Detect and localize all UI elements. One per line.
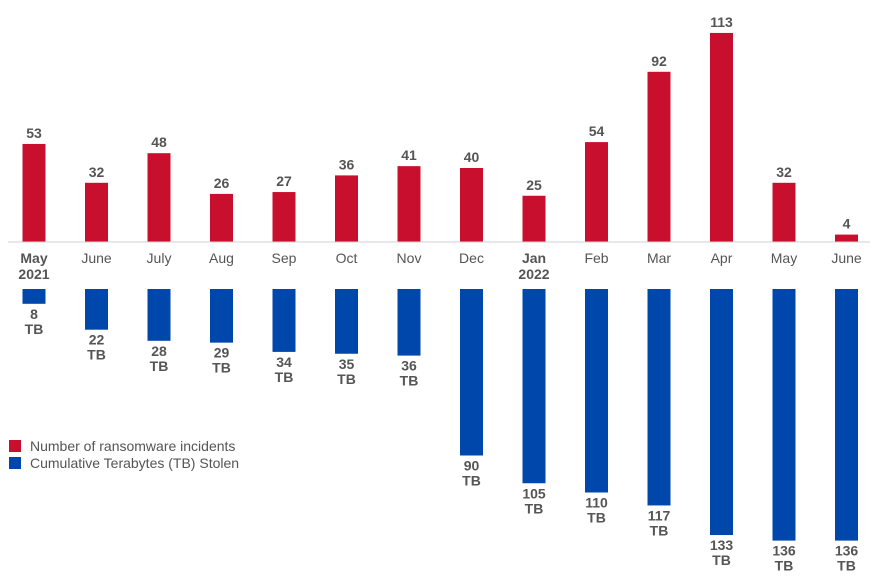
incident-value-label: 48	[151, 134, 167, 150]
x-tick-label: Apr	[711, 250, 733, 266]
terabyte-value-label: 110	[585, 495, 608, 511]
incident-value-label: 25	[526, 177, 542, 193]
terabyte-unit-label: TB	[25, 321, 44, 337]
incident-bar	[272, 192, 296, 242]
x-tick-label: Sep	[272, 250, 297, 266]
incident-bar	[460, 168, 483, 242]
incident-bar	[210, 193, 233, 242]
incident-value-label: 32	[89, 164, 105, 180]
terabyte-value-label: 29	[214, 345, 230, 361]
legend-label-terabytes: Cumulative Terabytes (TB) Stolen	[30, 455, 239, 471]
incident-value-label: 113	[710, 14, 733, 30]
incident-bar	[147, 153, 171, 242]
incident-value-label: 26	[214, 175, 230, 191]
incident-value-label: 36	[339, 156, 355, 172]
incident-bar	[22, 143, 46, 242]
terabyte-bar	[522, 289, 546, 484]
terabyte-bar	[397, 289, 421, 356]
terabyte-unit-label: TB	[462, 473, 481, 489]
x-tick-label: Nov	[397, 250, 422, 266]
terabyte-value-label: 105	[522, 485, 546, 501]
incident-bar	[647, 71, 671, 242]
terabyte-value-label: 36	[401, 358, 417, 374]
terabyte-value-label: 133	[710, 537, 734, 553]
incident-value-label: 53	[26, 125, 42, 141]
terabyte-unit-label: TB	[525, 500, 544, 516]
x-tick-label: May	[771, 250, 797, 266]
terabyte-bar	[647, 289, 671, 506]
terabyte-bar	[22, 289, 46, 304]
terabyte-unit-label: TB	[650, 522, 669, 538]
terabyte-unit-label: TB	[212, 360, 231, 376]
x-tick-label: Oct	[336, 250, 358, 266]
incident-bars: 53 32 48 26 27 36 41 40 25 54 92 113 32 4	[22, 14, 858, 243]
x-tick-label: Feb	[584, 250, 608, 266]
terabyte-unit-label: TB	[587, 510, 606, 526]
x-tick-label: Mar	[647, 250, 671, 266]
x-tick-year-label: 2021	[18, 266, 49, 282]
terabyte-unit-label: TB	[275, 369, 294, 385]
terabyte-value-label: 136	[835, 543, 859, 559]
terabyte-bar	[710, 289, 733, 536]
incident-value-label: 4	[843, 216, 851, 232]
terabyte-unit-label: TB	[87, 347, 106, 363]
terabyte-value-label: 136	[772, 543, 796, 559]
terabyte-value-label: 28	[151, 343, 167, 359]
terabyte-bar	[85, 289, 108, 330]
legend: Number of ransomware incidents Cumulativ…	[9, 438, 239, 471]
incident-bar	[85, 182, 108, 242]
x-tick-label: July	[147, 250, 172, 266]
incident-value-label: 27	[276, 173, 292, 189]
terabyte-bar	[335, 289, 358, 354]
incident-value-label: 54	[589, 123, 605, 139]
terabyte-unit-label: TB	[775, 558, 794, 574]
terabyte-unit-label: TB	[337, 371, 356, 387]
incident-bar	[335, 175, 358, 242]
terabyte-bar	[585, 289, 608, 493]
x-tick-label: June	[81, 250, 112, 266]
x-tick-label: Aug	[209, 250, 234, 266]
incident-value-label: 32	[776, 164, 792, 180]
legend-label-incidents: Number of ransomware incidents	[30, 438, 235, 454]
terabyte-value-label: 22	[89, 332, 105, 348]
terabyte-bar	[772, 289, 796, 541]
legend-swatch-incidents	[9, 440, 21, 452]
x-tick-label: June	[831, 250, 862, 266]
incident-bar	[585, 142, 608, 242]
terabyte-bar	[147, 289, 171, 341]
terabyte-value-label: 117	[648, 507, 671, 523]
terabyte-value-label: 8	[30, 306, 38, 322]
incident-bar	[710, 32, 733, 243]
incident-bar	[397, 166, 421, 242]
incident-value-label: 40	[464, 149, 480, 165]
incident-value-label: 92	[651, 53, 667, 69]
x-tick-label: Jan	[522, 250, 546, 266]
incident-bar	[835, 234, 858, 242]
terabyte-bar	[835, 289, 858, 541]
terabyte-unit-label: TB	[712, 552, 731, 568]
terabyte-value-label: 90	[464, 458, 480, 474]
incident-bar	[772, 182, 796, 242]
terabyte-bar	[460, 289, 483, 456]
incident-value-label: 41	[401, 147, 417, 163]
terabyte-unit-label: TB	[150, 358, 169, 374]
terabyte-unit-label: TB	[837, 558, 856, 574]
terabyte-value-label: 34	[276, 354, 292, 370]
terabyte-unit-label: TB	[400, 373, 419, 389]
incident-bar	[522, 195, 546, 242]
terabyte-bar	[272, 289, 296, 352]
legend-swatch-terabytes	[9, 457, 21, 469]
terabyte-bar	[210, 289, 233, 343]
x-tick-label: May	[20, 250, 47, 266]
terabyte-value-label: 35	[339, 356, 355, 372]
x-tick-year-label: 2022	[518, 266, 549, 282]
x-tick-label: Dec	[459, 250, 484, 266]
